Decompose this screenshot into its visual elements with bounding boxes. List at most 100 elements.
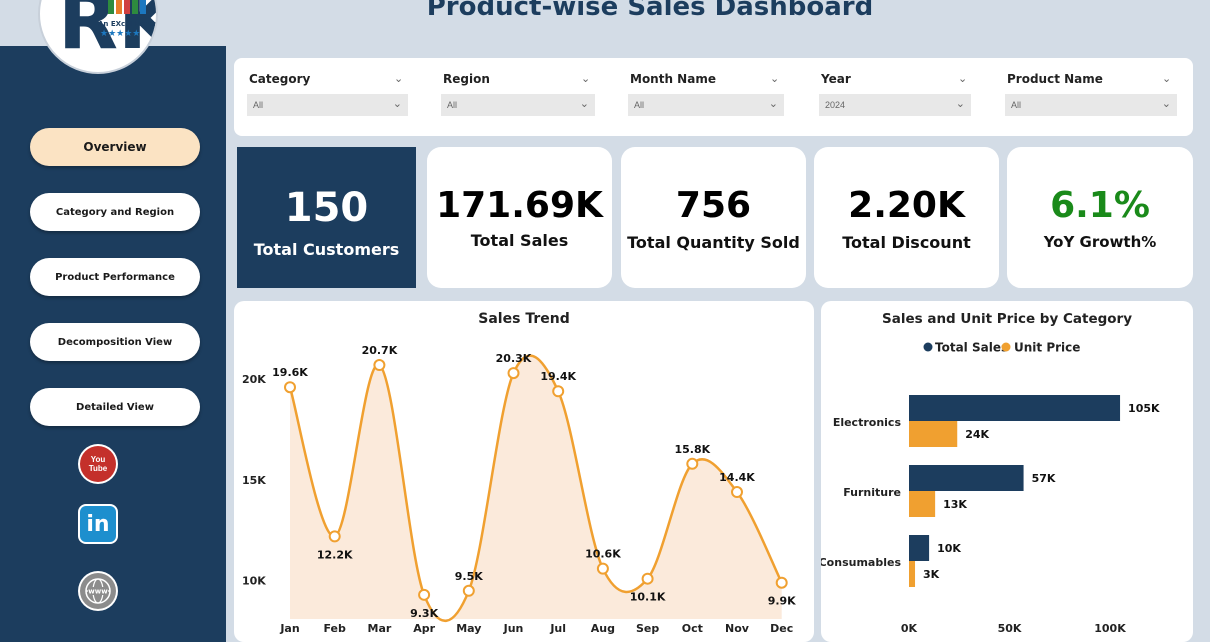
x-tick-label: Apr [413,622,435,635]
nav-product-performance-button[interactable]: Product Performance [30,258,200,296]
filter-region-select[interactable]: All ⌄ [441,94,595,116]
youtube-icon-label: You Tube [88,455,108,473]
data-label: 20.7K [362,344,398,357]
nav-decomposition-view-button[interactable]: Decomposition View [30,323,200,361]
chart-legend: Total Sales Unit Price [923,341,1080,355]
x-tick-label: 100K [1094,622,1126,635]
filter-category-select[interactable]: All ⌄ [247,94,408,116]
filter-product-name[interactable]: Product Name ⌄ All ⌄ [1005,72,1177,116]
x-tick-label: 50K [998,622,1022,635]
kpi-yoy-growth-value: 6.1% [1050,185,1150,226]
total-sales-bar[interactable] [909,465,1024,491]
sales-trend-title: Sales Trend [478,311,570,327]
sales-trend-panel: Sales Trend 10K 15K 20K Jan Feb Mar Apr May Jun… [234,301,814,642]
filter-product-name-value: All [1011,100,1022,110]
filter-month-name-select[interactable]: All ⌄ [628,94,784,116]
x-tick-label: 0K [901,622,918,635]
legend-unit-price-label: Unit Price [1014,341,1080,355]
kpi-total-customers-label: Total Customers [253,240,400,259]
x-tick-label: Jan [279,622,299,635]
kpi-total-sales-value: 171.69K [436,185,603,226]
filter-region[interactable]: Region ⌄ All ⌄ [441,72,595,116]
x-tick-label: May [456,622,481,635]
total-sales-bar[interactable] [909,535,930,561]
data-point[interactable] [641,572,654,585]
data-point[interactable] [552,385,565,398]
data-label: 19.6K [272,366,308,379]
filter-category-label: Category [249,72,311,86]
company-logo: RK An EXcel Expert ★★★★★ [38,0,158,74]
website-globe-icon[interactable]: www [80,573,116,609]
chevron-down-icon[interactable]: ⌄ [394,73,404,85]
bar-data-label: 13K [943,498,967,511]
data-point[interactable] [731,486,743,499]
filter-product-name-select[interactable]: All ⌄ [1005,94,1177,116]
nav-category-region-button[interactable]: Category and Region [30,193,200,231]
kpi-total-discount-value: 2.20K [848,185,965,226]
unit-price-bar[interactable] [909,491,936,517]
sales-trend-chart: 10K 15K 20K Jan Feb Mar Apr May Jun Jul Aug Sep Oct… [242,344,796,635]
legend-total-sales-marker [923,342,933,352]
data-label: 15.8K [674,443,710,456]
data-label: 10.6K [585,548,621,561]
unit-price-bar[interactable] [909,561,916,587]
data-point[interactable] [596,562,609,575]
filter-year-value: 2024 [825,100,846,110]
kpi-total-quantity-label: Total Quantity Sold [627,233,800,252]
kpi-total-customers-value: 150 [284,185,369,231]
chevron-down-icon: ⌄ [768,98,778,110]
filter-region-value: All [447,100,458,110]
filter-year-label: Year [821,72,851,86]
chevron-down-icon: ⌄ [955,98,965,110]
chevron-down-icon[interactable]: ⌄ [581,73,591,85]
data-point[interactable] [462,584,475,597]
data-point[interactable] [507,367,520,380]
filter-category[interactable]: Category ⌄ All ⌄ [247,72,408,116]
category-label: Furniture [843,486,901,499]
web-icon-label: www [88,588,108,596]
kpi-total-quantity-value: 756 [675,185,752,226]
data-point[interactable] [284,381,296,394]
y-tick-label: 10K [242,575,266,588]
chevron-down-icon[interactable]: ⌄ [770,73,780,85]
sidebar: Overview Category and Region Product Per… [0,46,226,642]
sales-unit-price-panel: Sales and Unit Price by Category Total S… [819,301,1193,642]
x-tick-label: Dec [770,622,793,635]
data-point[interactable] [418,588,431,601]
logo-stars: ★★★★★ [100,29,140,39]
chevron-down-icon: ⌄ [579,98,589,110]
chevron-down-icon[interactable]: ⌄ [958,73,968,85]
youtube-icon[interactable]: You Tube [80,446,116,482]
data-point[interactable] [373,359,386,372]
kpi-yoy-growth-card: 6.1% YoY Growth% [1007,147,1193,288]
sales-unit-price-title: Sales and Unit Price by Category [881,311,1132,327]
nav-overview-button[interactable]: Overview [30,128,200,166]
logo-tagline: An EXcel Expert [98,20,158,28]
filter-product-name-label: Product Name [1007,72,1103,86]
total-sales-bar[interactable] [909,395,1121,421]
data-point[interactable] [775,576,788,589]
chevron-down-icon[interactable]: ⌄ [1162,73,1172,85]
unit-price-bar[interactable] [909,421,958,447]
data-point[interactable] [328,530,341,543]
chevron-down-icon: ⌄ [392,98,402,110]
data-label: 20.3K [496,352,532,365]
nav-detailed-view-button[interactable]: Detailed View [30,388,200,426]
category-label: Consumables [821,556,901,569]
category-label: Electronics [833,416,902,429]
filter-year[interactable]: Year ⌄ 2024 ⌄ [819,72,971,116]
filter-month-name[interactable]: Month Name ⌄ All ⌄ [628,72,784,116]
x-tick-label: Oct [682,622,703,635]
x-tick-label: Sep [636,622,659,635]
filter-month-name-value: All [634,100,645,110]
filter-year-select[interactable]: 2024 ⌄ [819,94,971,116]
kpi-yoy-growth-label: YoY Growth% [1043,233,1157,251]
data-label: 12.2K [317,548,353,561]
linkedin-icon[interactable]: in [80,506,116,542]
filter-category-value: All [253,100,264,110]
filter-bar: Category ⌄ All ⌄ Region ⌄ All ⌄ Month Name… [234,58,1193,136]
y-tick-label: 15K [242,474,266,487]
x-tick-label: Aug [591,622,615,635]
data-point[interactable] [686,457,699,470]
chevron-down-icon: ⌄ [1161,98,1171,110]
